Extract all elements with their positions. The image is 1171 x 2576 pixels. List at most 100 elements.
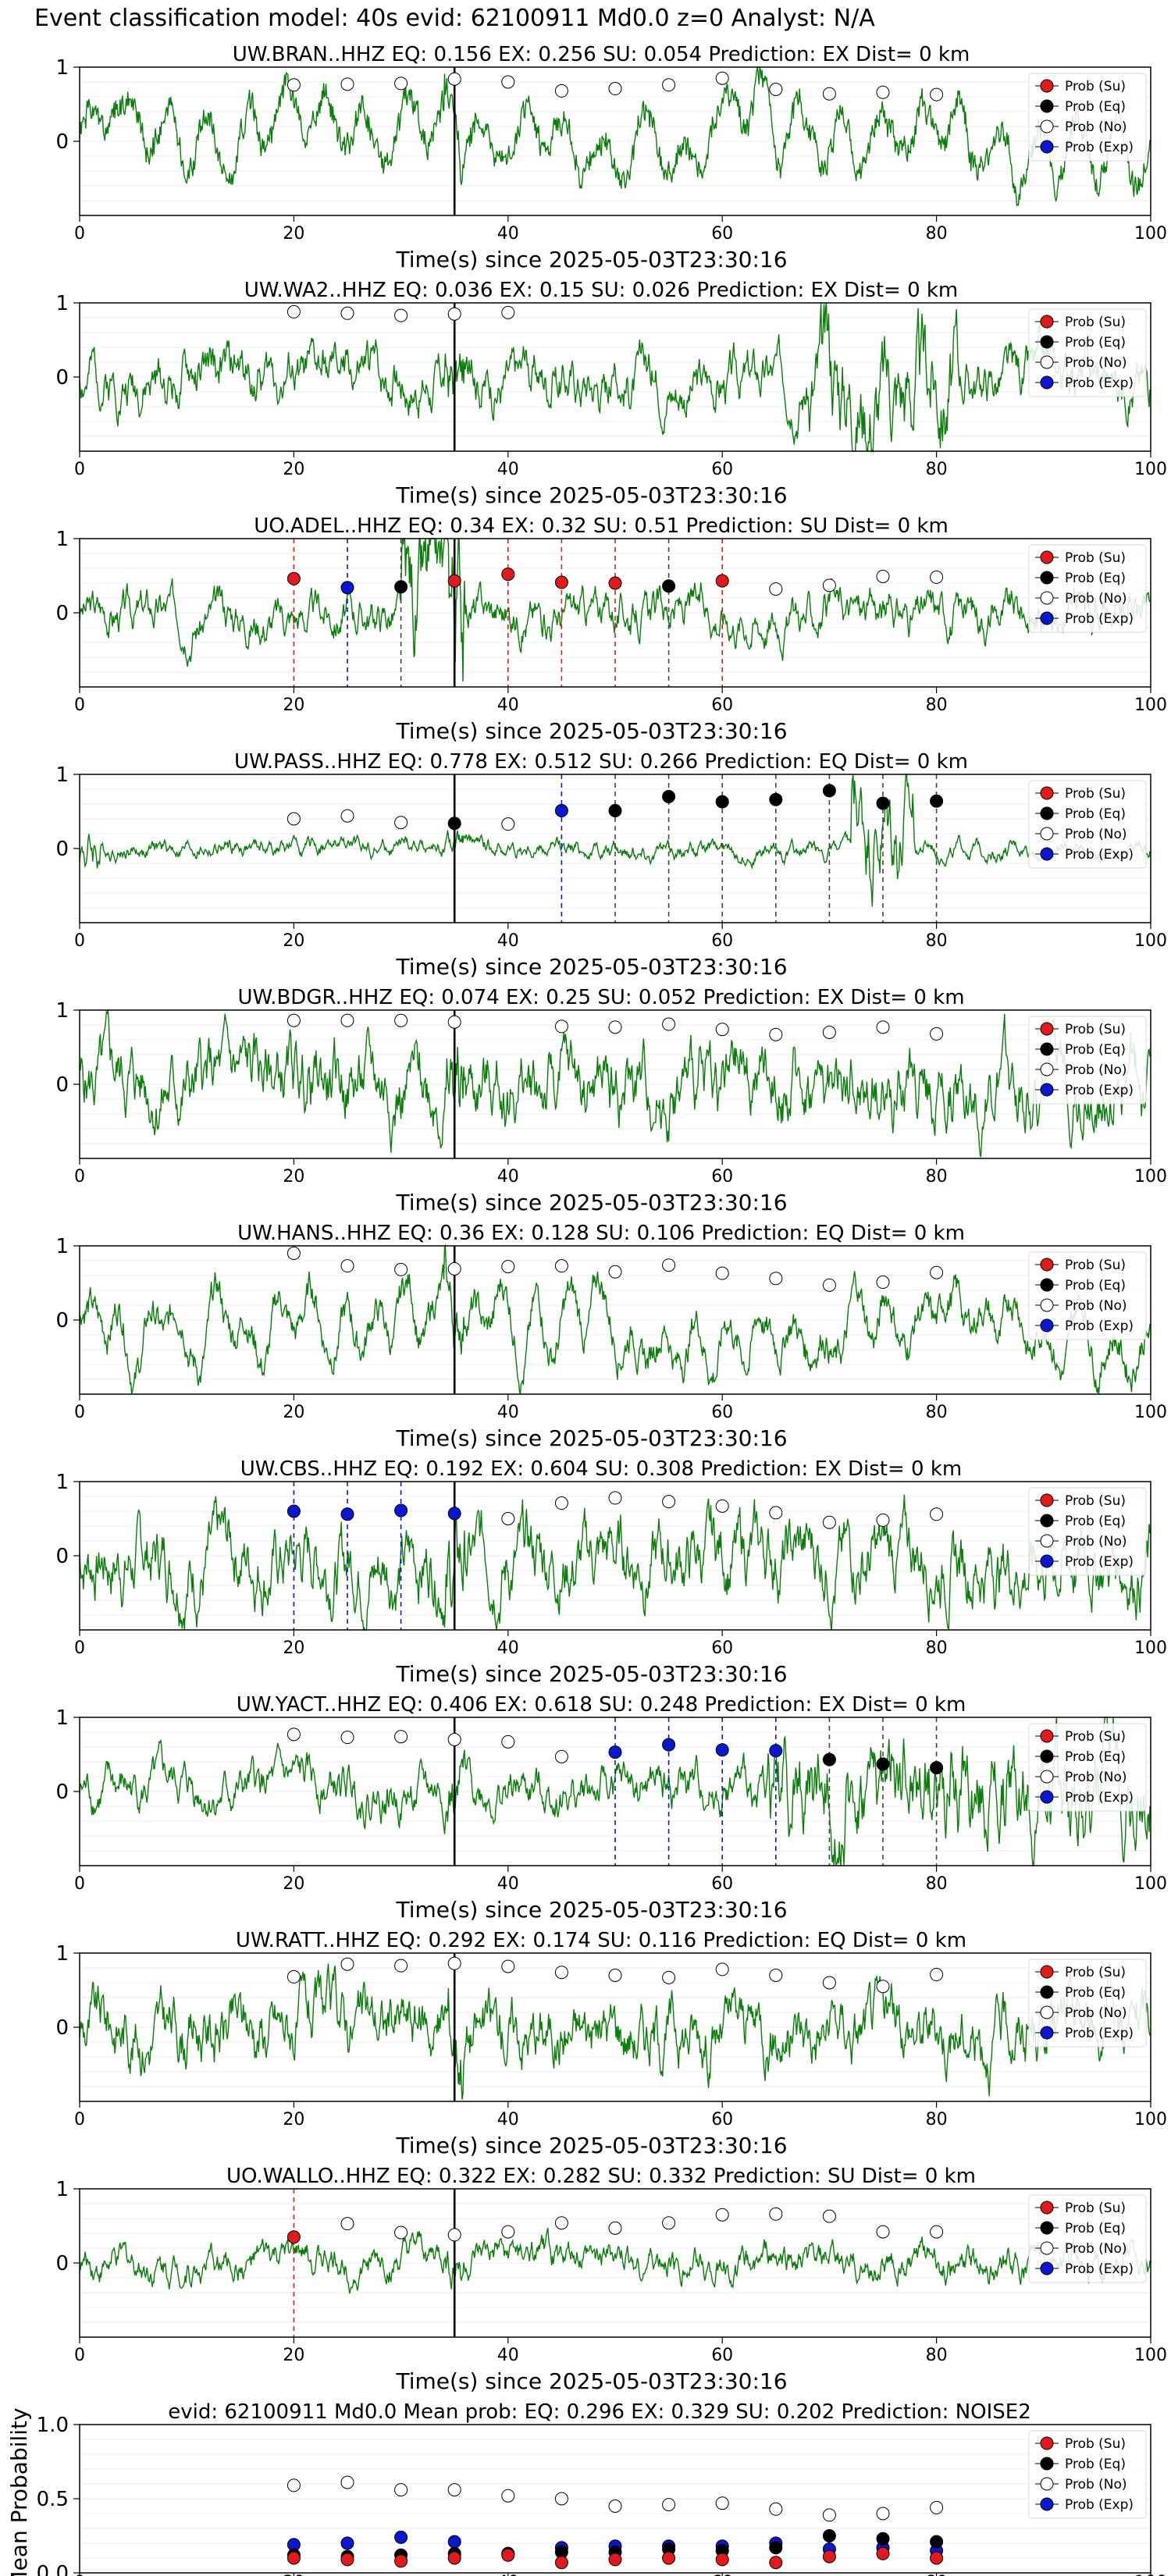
mean-prob-marker-su	[662, 2551, 676, 2565]
prob-marker-no	[608, 82, 622, 96]
prob-marker-exp	[662, 1738, 676, 1752]
prob-marker-no	[394, 1262, 408, 1276]
mean-prob-marker-su	[287, 2551, 301, 2565]
prob-marker-no	[930, 570, 944, 584]
prob-marker-no	[554, 1966, 568, 1980]
x-tick-label: 100	[1134, 696, 1167, 715]
figure-title: Event classification model: 40s evid: 62…	[34, 5, 875, 32]
legend-marker	[1040, 2261, 1054, 2275]
mean-prob-marker-exp	[394, 2530, 408, 2544]
prob-marker-exp	[554, 804, 568, 818]
legend-marker	[1040, 2221, 1054, 2235]
mean-prob-marker-su	[930, 2551, 944, 2565]
prob-marker-exp	[769, 1744, 783, 1758]
legend-marker	[1040, 2436, 1054, 2450]
waveform-trace	[79, 1244, 1151, 1395]
legend-marker	[1040, 2497, 1054, 2511]
legend-marker	[1040, 591, 1054, 605]
legend-label: Prob (Eq)	[1065, 571, 1126, 586]
prob-marker-no	[930, 87, 944, 101]
x-tick-label: 20	[283, 1638, 304, 1658]
x-tick-label: 100	[1134, 2573, 1167, 2576]
prob-marker-no	[715, 1499, 729, 1513]
mean-prob-marker-su	[501, 2548, 515, 2562]
legend-label: Prob (Exp)	[1065, 2261, 1134, 2277]
mean-prob-marker-eq	[822, 2529, 836, 2542]
x-tick-label: 60	[711, 2573, 733, 2576]
x-tick-label: 40	[497, 224, 519, 244]
station-panel: UW.PASS..HHZ EQ: 0.778 EX: 0.512 SU: 0.2…	[55, 750, 1167, 980]
legend-label: Prob (Su)	[1065, 2201, 1126, 2216]
legend-marker	[1040, 355, 1054, 369]
x-tick-label: 100	[1134, 2110, 1167, 2129]
prob-marker-no	[554, 1019, 568, 1034]
legend-marker	[1040, 550, 1054, 564]
y-tick-label: 0	[55, 130, 69, 154]
legend-label: Prob (Eq)	[1065, 806, 1126, 822]
legend-label: Prob (No)	[1065, 1062, 1127, 1078]
prob-marker-no	[769, 582, 783, 596]
prob-marker-no	[554, 1259, 568, 1273]
x-tick-label: 80	[926, 696, 948, 715]
x-tick-label: 60	[711, 1167, 733, 1187]
x-tick-label: 20	[283, 931, 304, 951]
legend-marker	[1040, 2201, 1054, 2215]
legend-marker	[1040, 806, 1054, 820]
legend-marker	[1040, 79, 1054, 93]
prob-marker-eq	[876, 1757, 890, 1771]
prob-marker-eq	[447, 817, 461, 831]
prob-marker-no	[822, 578, 836, 592]
legend-label: Prob (Su)	[1065, 786, 1126, 802]
prob-marker-no	[340, 809, 354, 823]
x-axis-label: Time(s) since 2025-05-03T23:30:16	[395, 1190, 787, 1215]
legend-label: Prob (Eq)	[1065, 1749, 1126, 1765]
prob-marker-no	[769, 83, 783, 96]
x-tick-label: 100	[1134, 1638, 1167, 1658]
prob-marker-no	[287, 1013, 301, 1027]
x-tick-label: 40	[497, 1638, 519, 1658]
y-tick-label: 1	[55, 999, 69, 1023]
x-axis-label: Time(s) since 2025-05-03T23:30:16	[395, 2368, 787, 2394]
prob-marker-no	[287, 1727, 301, 1742]
prob-marker-no	[447, 1015, 461, 1029]
prob-marker-no	[394, 1013, 408, 1027]
prob-marker-no	[554, 84, 568, 98]
prob-marker-no	[447, 72, 461, 86]
prob-marker-su	[287, 2230, 301, 2244]
y-axis-label: Mean Probability	[6, 2407, 32, 2576]
legend-marker	[1040, 1985, 1054, 1999]
prob-marker-eq	[394, 580, 408, 594]
legend-box	[1028, 1016, 1147, 1105]
prob-marker-su	[608, 576, 622, 590]
y-tick-label: 1	[55, 292, 69, 315]
x-tick-label: 0	[74, 1167, 85, 1187]
mean-prob-marker-no	[930, 2500, 944, 2514]
mean-prob-marker-su	[394, 2554, 408, 2568]
legend-marker	[1040, 140, 1054, 154]
x-tick-label: 40	[497, 1874, 519, 1894]
legend-marker	[1040, 847, 1054, 861]
y-tick-label: 1	[55, 1706, 69, 1730]
y-tick-label: 0	[55, 366, 69, 390]
legend-marker	[1040, 1318, 1054, 1332]
prob-marker-exp	[608, 1745, 622, 1759]
legend-label: Prob (Exp)	[1065, 375, 1134, 391]
mean-prob-marker-no	[769, 2502, 783, 2516]
prob-marker-no	[287, 1969, 301, 1984]
prob-marker-no	[501, 75, 515, 89]
station-panel: UW.RATT..HHZ EQ: 0.292 EX: 0.174 SU: 0.1…	[55, 1929, 1167, 2158]
y-tick-label: 1.0	[37, 2414, 69, 2437]
mean-prob-marker-no	[394, 2483, 408, 2497]
legend-marker	[1040, 335, 1054, 349]
prob-marker-no	[822, 87, 836, 101]
legend-label: Prob (Eq)	[1065, 1278, 1126, 1293]
legend-marker	[1040, 375, 1054, 390]
legend-marker	[1040, 119, 1054, 133]
x-axis-label: Time(s) since 2025-05-03T23:30:16	[395, 954, 787, 980]
prob-marker-su	[715, 574, 729, 588]
prob-marker-no	[608, 1491, 622, 1505]
y-tick-label: 0	[55, 602, 69, 625]
prob-marker-su	[287, 571, 301, 585]
prob-marker-no	[930, 1265, 944, 1279]
